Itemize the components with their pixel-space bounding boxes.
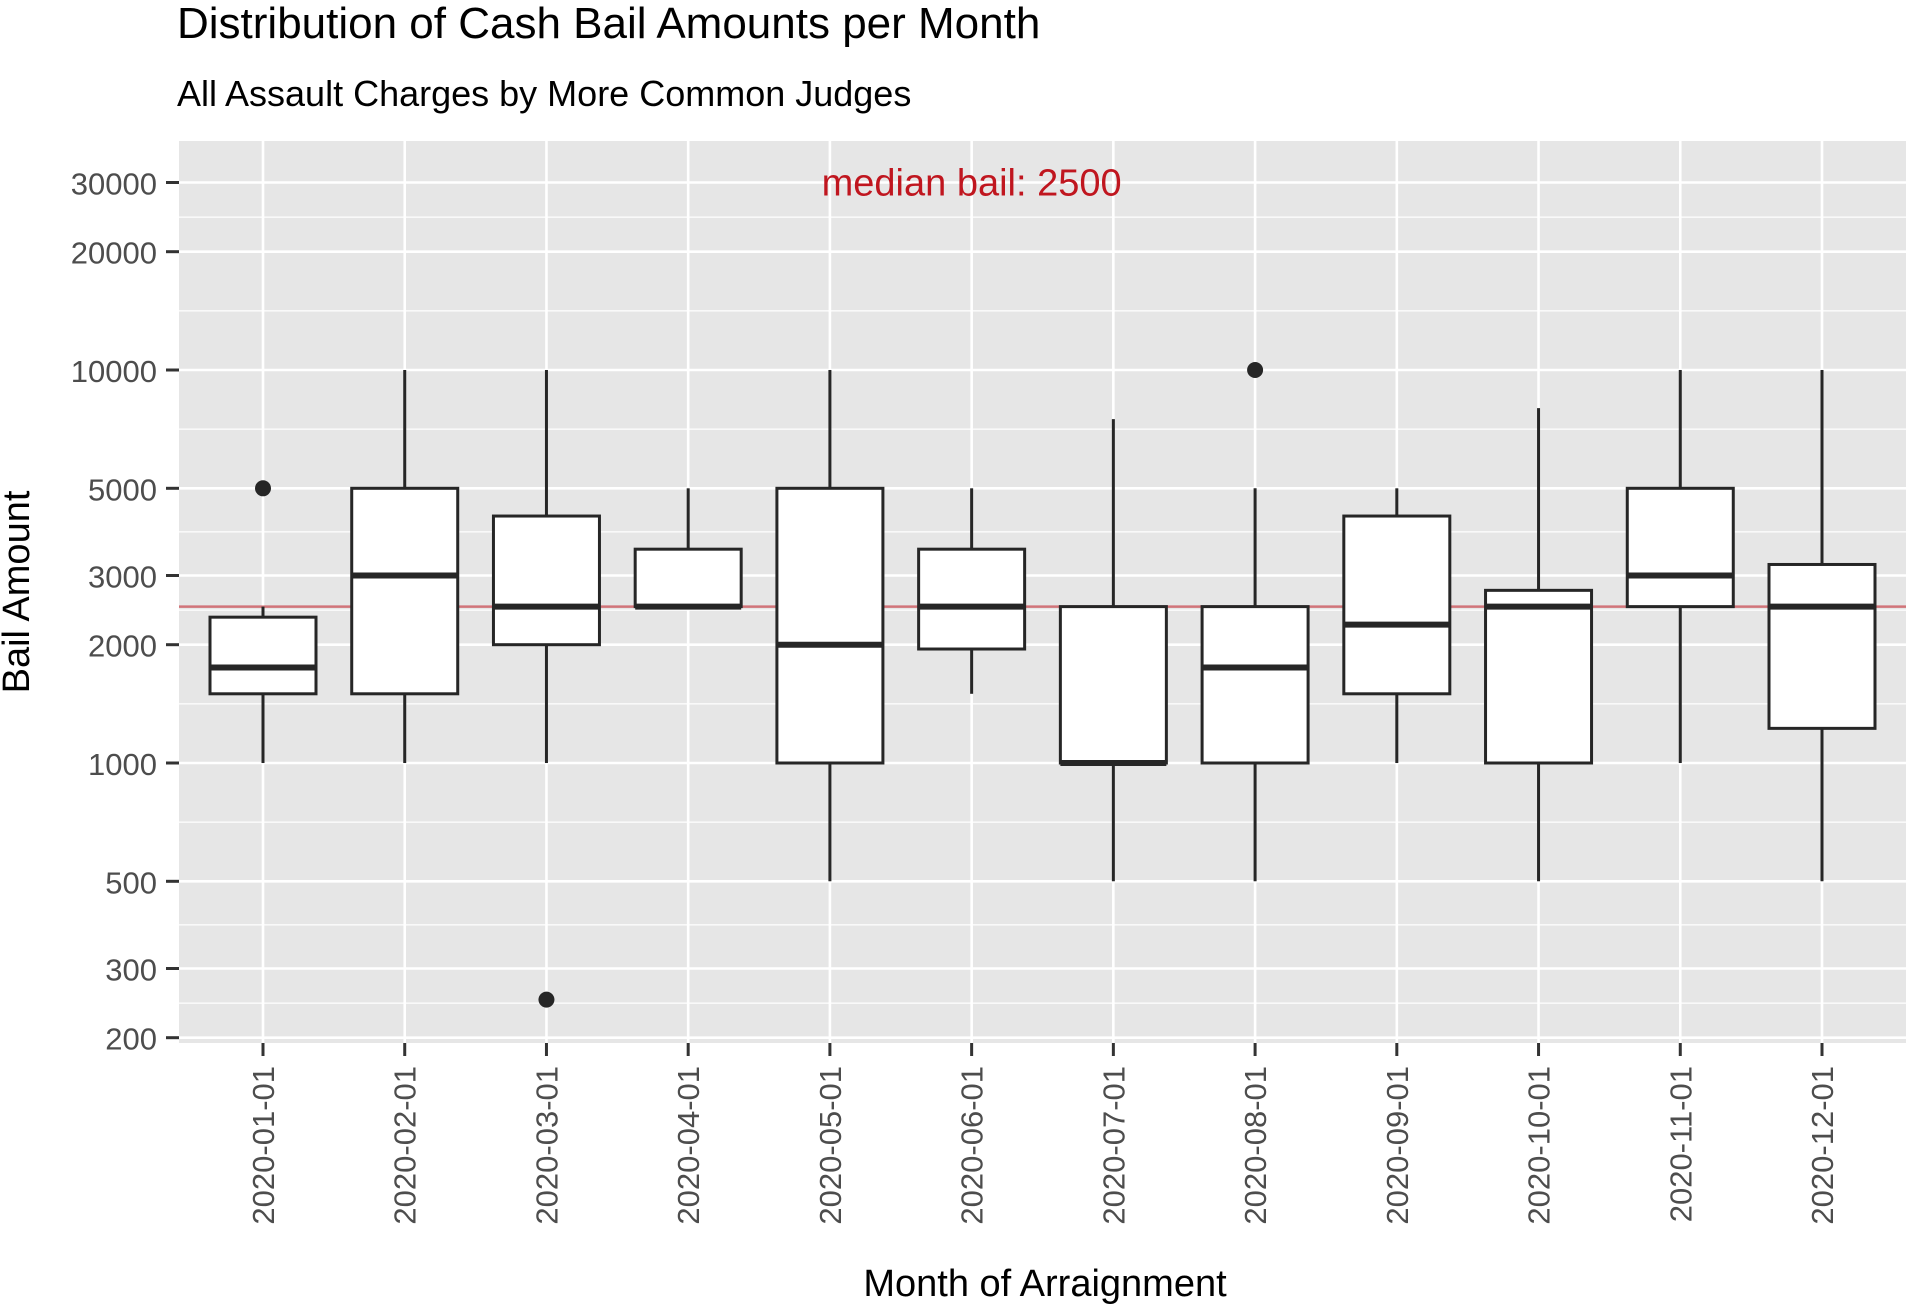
y-tick-label: 20000 <box>71 236 157 271</box>
iqr-box <box>208 615 318 696</box>
iqr-box <box>1342 514 1452 696</box>
y-tick-label: 10000 <box>71 354 157 389</box>
box-2020-10-01 <box>1484 408 1594 882</box>
iqr-box <box>1767 562 1877 730</box>
iqr-box <box>1625 486 1735 609</box>
x-tick-label: 2020-07-01 <box>1096 1066 1131 1225</box>
y-tick-label: 300 <box>105 952 157 987</box>
iqr-box <box>350 486 460 696</box>
chart-title: Distribution of Cash Bail Amounts per Mo… <box>177 0 1040 48</box>
chart-subtitle: All Assault Charges by More Common Judge… <box>177 73 911 114</box>
x-tick-label: 2020-10-01 <box>1522 1066 1557 1225</box>
y-tick-label: 1000 <box>88 747 157 782</box>
iqr-box <box>633 547 743 609</box>
iqr-box <box>1484 588 1594 765</box>
y-tick-label: 2000 <box>88 629 157 664</box>
box-2020-08-01 <box>1200 362 1310 882</box>
box-2020-07-01 <box>1058 419 1168 882</box>
box-2020-05-01 <box>775 370 885 882</box>
box-2020-09-01 <box>1342 488 1452 763</box>
x-tick-label: 2020-09-01 <box>1380 1066 1415 1225</box>
box-2020-06-01 <box>917 488 1027 694</box>
box-2020-03-01 <box>491 370 601 1008</box>
minor-gridlines <box>179 216 1906 1004</box>
box-2020-04-01 <box>633 488 743 610</box>
median-annotation: median bail: 2500 <box>822 162 1122 204</box>
plot-panel <box>179 141 1906 1043</box>
outlier-point <box>255 480 271 497</box>
x-tick-label: 2020-11-01 <box>1663 1066 1698 1222</box>
y-tick-label: 3000 <box>88 559 157 594</box>
iqr-box <box>491 514 601 647</box>
major-gridlines <box>179 181 1906 1039</box>
x-axis: 2020-01-01 2020-02-01 2020-03-01 2020-04-01… <box>246 1043 1840 1225</box>
iqr-box <box>917 547 1027 651</box>
x-tick-label: 2020-03-01 <box>529 1066 564 1225</box>
y-tick-label: 30000 <box>71 166 157 201</box>
boxes-layer <box>208 362 1877 1008</box>
y-tick-label: 500 <box>105 865 157 900</box>
iqr-box <box>1058 605 1168 765</box>
x-tick-label: 2020-08-01 <box>1238 1066 1273 1225</box>
x-axis-label: Month of Arraignment <box>863 1263 1227 1305</box>
outlier-point <box>1247 362 1264 378</box>
x-tick-label: 2020-01-01 <box>246 1066 281 1225</box>
x-tick-label: 2020-05-01 <box>813 1066 848 1225</box>
y-axis-label: Bail Amount <box>0 490 38 693</box>
box-2020-12-01 <box>1767 370 1877 882</box>
box-2020-01-01 <box>208 480 318 763</box>
iqr-box <box>1200 605 1310 765</box>
x-tick-label: 2020-02-01 <box>388 1066 423 1225</box>
iqr-box <box>775 486 885 765</box>
y-tick-label: 5000 <box>88 472 157 507</box>
box-2020-11-01 <box>1625 370 1735 763</box>
outlier-point <box>538 991 555 1008</box>
x-tick-label: 2020-12-01 <box>1805 1066 1840 1225</box>
x-tick-label: 2020-06-01 <box>955 1066 990 1225</box>
y-axis: 200 300 500 1000 2000 3000 5000 10000 20000 30000 <box>71 166 179 1057</box>
box-2020-02-01 <box>350 370 460 763</box>
x-tick-label: 2020-04-01 <box>671 1066 706 1225</box>
y-tick-label: 200 <box>105 1022 157 1057</box>
